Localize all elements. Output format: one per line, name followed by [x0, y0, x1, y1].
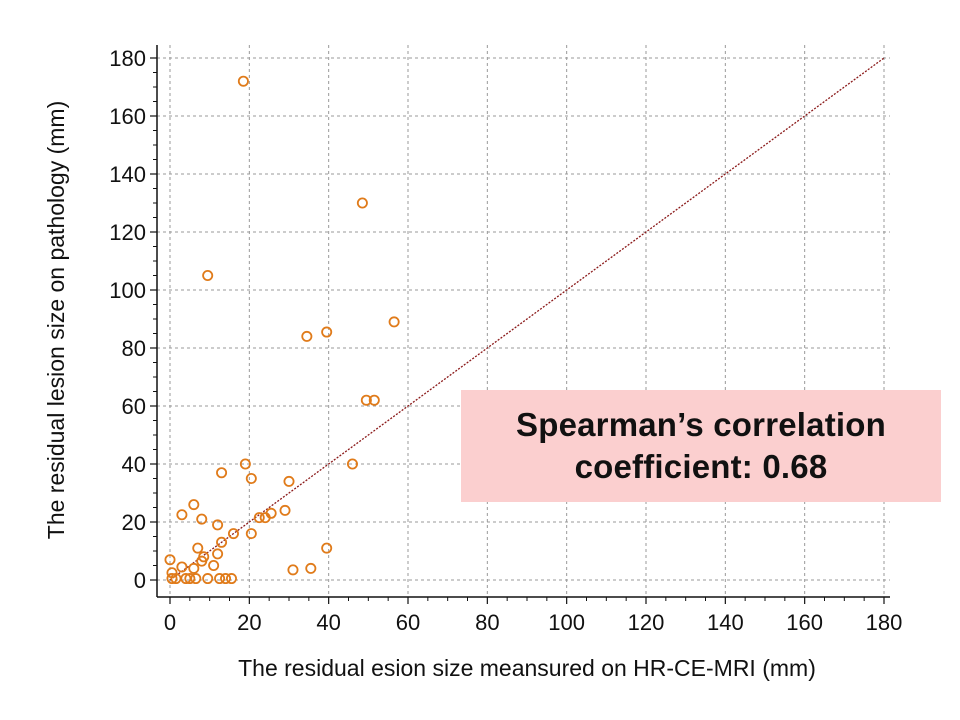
data-point [225, 573, 237, 585]
identity-reference-line [169, 57, 885, 581]
y-tick-label: 80 [122, 336, 146, 361]
data-point [287, 564, 299, 576]
data-point [188, 562, 200, 574]
data-point [245, 528, 257, 540]
x-tick-label: 60 [396, 610, 420, 635]
data-point [196, 555, 208, 567]
data-point [214, 573, 226, 585]
data-point [305, 562, 317, 574]
x-tick-label: 140 [707, 610, 744, 635]
x-tick-label: 40 [316, 610, 340, 635]
y-tick-label: 180 [109, 46, 146, 71]
data-point [283, 475, 295, 487]
data-point [356, 197, 368, 209]
data-points [164, 75, 400, 585]
x-tick-label: 20 [237, 610, 261, 635]
y-axis-title: The residual lesion size on pathology (m… [43, 101, 69, 539]
x-tick-label: 120 [628, 610, 665, 635]
y-tick-label: 100 [109, 278, 146, 303]
data-point [301, 330, 313, 342]
y-tick-label: 160 [109, 104, 146, 129]
data-point [239, 458, 251, 470]
y-tick-label: 0 [134, 568, 146, 593]
data-point [212, 519, 224, 531]
data-point [321, 542, 333, 554]
x-tick-label: 160 [786, 610, 823, 635]
data-point [360, 394, 372, 406]
data-point [253, 512, 265, 524]
x-tick-label: 0 [164, 610, 176, 635]
data-point [368, 394, 380, 406]
data-point [208, 560, 220, 572]
data-point [279, 504, 291, 516]
y-tick-label: 60 [122, 394, 146, 419]
data-point [192, 542, 204, 554]
annotation-line-2: coefficient: 0.68 [574, 448, 828, 485]
y-tick-label: 20 [122, 510, 146, 535]
data-point [202, 269, 214, 281]
data-point [188, 499, 200, 511]
correlation-annotation: Spearman’s correlation coefficient: 0.68 [461, 390, 941, 502]
x-tick-label: 80 [475, 610, 499, 635]
data-point [184, 573, 196, 585]
data-point [245, 472, 257, 484]
data-point [216, 536, 228, 548]
x-axis-title: The residual esion size meansured on HR-… [238, 655, 816, 681]
data-point [259, 512, 271, 524]
annotation-line-1: Spearman’s correlation [516, 406, 886, 443]
data-point [388, 316, 400, 328]
axes: 0 20 40 60 80 100 120 140 160 180 0 20 40 60 80 100 120 1… [109, 45, 902, 635]
data-point [190, 573, 202, 585]
y-tick-label: 140 [109, 162, 146, 187]
x-tick-label: 180 [866, 610, 903, 635]
grid [157, 45, 890, 597]
y-tick-label: 120 [109, 220, 146, 245]
data-point [166, 573, 178, 585]
data-point [220, 573, 232, 585]
data-point [321, 326, 333, 338]
data-point [196, 513, 208, 525]
y-tick-label: 40 [122, 452, 146, 477]
data-point [202, 573, 214, 585]
data-point [346, 458, 358, 470]
data-point [164, 554, 176, 566]
data-point [237, 75, 249, 87]
data-point [176, 561, 188, 573]
data-point [176, 509, 188, 521]
x-tick-label: 100 [548, 610, 585, 635]
data-point [227, 528, 239, 540]
data-point [216, 467, 228, 479]
data-point [212, 548, 224, 560]
